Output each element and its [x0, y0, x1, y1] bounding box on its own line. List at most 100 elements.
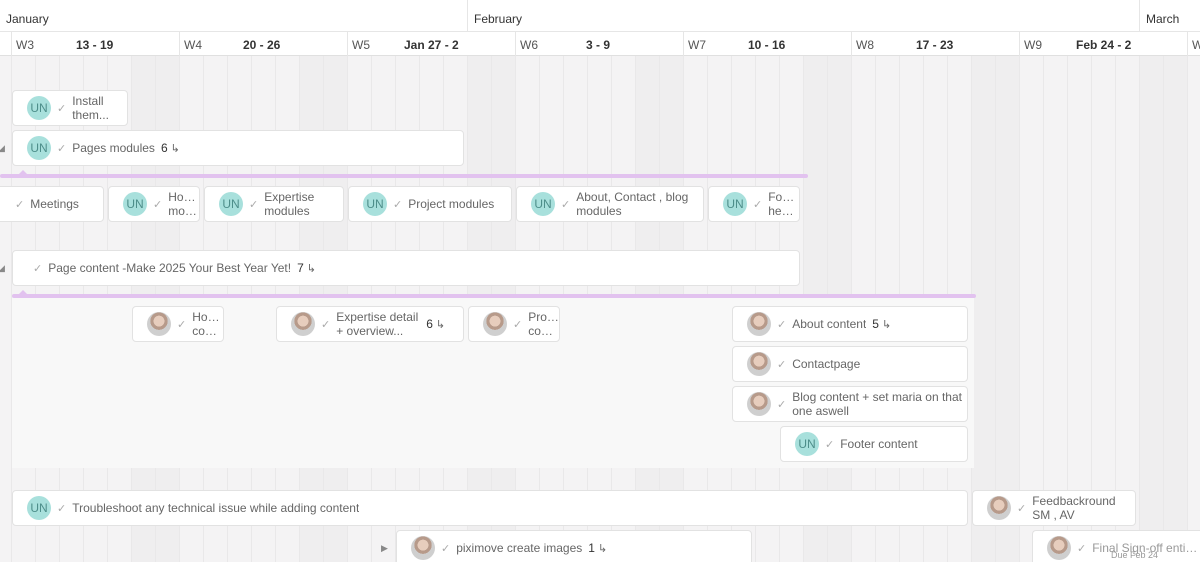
week-range: 17 - 23	[916, 38, 954, 52]
task-label: Install them...	[72, 94, 109, 122]
task-card-home-content[interactable]: ✓ Home content	[132, 306, 224, 342]
check-icon[interactable]: ✓	[1077, 542, 1087, 555]
group-range-marker	[17, 170, 29, 176]
month-header: January February March	[0, 0, 1200, 32]
avatar	[147, 312, 171, 336]
avatar: UN	[27, 496, 51, 520]
task-card-footer-content[interactable]: UN ✓ Footer content	[780, 426, 968, 462]
task-card-install[interactable]: UN ✓ Install them...	[12, 90, 128, 126]
week-range: 20 - 26	[243, 38, 281, 52]
week-range: 13 - 19	[76, 38, 114, 52]
task-card-blog-content[interactable]: ✓ Blog content + set maria on that one a…	[732, 386, 968, 422]
month-march: March	[1139, 0, 1179, 32]
task-card-meetings[interactable]: ✓ Meetings	[0, 186, 104, 222]
week-range: 3 - 9	[586, 38, 611, 52]
task-label: Footer content	[840, 437, 918, 451]
week-number: W8	[851, 32, 874, 56]
task-card-about-content[interactable]: ✓ About content 5 ↳	[732, 306, 968, 342]
check-icon[interactable]: ✓	[57, 102, 67, 115]
avatar	[1047, 536, 1071, 560]
week-range: 10 - 16	[748, 38, 786, 52]
task-label: Project modules	[408, 197, 495, 211]
check-icon[interactable]: ✓	[1017, 502, 1027, 515]
check-icon[interactable]: ✓	[393, 198, 403, 211]
avatar	[483, 312, 507, 336]
day-gridline	[1091, 56, 1092, 562]
task-card-home-modules[interactable]: UN ✓ Home modules	[108, 186, 200, 222]
task-label: About content	[792, 317, 867, 331]
check-icon[interactable]: ✓	[321, 318, 331, 331]
group-range-marker	[17, 290, 29, 296]
task-card-project-modules[interactable]: UN ✓ Project modules	[348, 186, 512, 222]
avatar	[291, 312, 315, 336]
day-gridline	[1019, 56, 1020, 562]
check-icon[interactable]: ✓	[777, 358, 787, 371]
task-card-project-content[interactable]: ✓ Project content	[468, 306, 560, 342]
task-card-pages-modules[interactable]: UN ✓ Pages modules 6 ↳	[12, 130, 464, 166]
avatar: UN	[795, 432, 819, 456]
avatar	[411, 536, 435, 560]
avatar: UN	[27, 96, 51, 120]
subtask-count: 6	[160, 141, 168, 155]
week-number: W5	[347, 32, 370, 56]
check-icon[interactable]: ✓	[825, 438, 835, 451]
day-gridline	[1163, 56, 1164, 562]
check-icon[interactable]: ✓	[15, 198, 25, 211]
subtasks-icon: ↳	[435, 318, 446, 331]
task-card-expertise-modules[interactable]: UN ✓ Expertise modules	[204, 186, 344, 222]
avatar	[747, 312, 771, 336]
task-card-troubleshoot[interactable]: UN ✓ Troubleshoot any technical issue wh…	[12, 490, 968, 526]
task-card-contact-page[interactable]: ✓ Contactpage	[732, 346, 968, 382]
week-number: W	[1187, 32, 1200, 56]
caret-icon[interactable]: ◢	[0, 143, 5, 153]
task-label: Footer header	[768, 190, 799, 218]
task-card-about-modules[interactable]: UN ✓ About, Contact , blog modules	[516, 186, 704, 222]
avatar	[747, 392, 771, 416]
check-icon[interactable]: ✓	[57, 142, 67, 155]
task-card-footer-modules[interactable]: UN ✓ Footer header	[708, 186, 800, 222]
week-number: W4	[179, 32, 202, 56]
subtask-count: 5	[872, 317, 879, 331]
month-january: January	[6, 12, 49, 26]
subtasks-icon: ↳	[597, 542, 608, 555]
task-label: Expertise modules	[264, 190, 315, 218]
day-gridline	[995, 56, 996, 562]
avatar: UN	[123, 192, 147, 216]
avatar	[747, 352, 771, 376]
avatar: UN	[723, 192, 747, 216]
task-label: Meetings	[30, 197, 79, 211]
day-gridline	[1187, 56, 1188, 562]
day-gridline	[1043, 56, 1044, 562]
check-icon[interactable]: ✓	[561, 198, 571, 211]
check-icon[interactable]: ✓	[777, 398, 787, 411]
day-gridline	[1115, 56, 1116, 562]
week-range: Jan 27 - 2	[404, 38, 459, 52]
check-icon[interactable]: ✓	[57, 502, 67, 515]
check-icon[interactable]: ✓	[177, 318, 187, 331]
check-icon[interactable]: ✓	[33, 262, 43, 275]
check-icon[interactable]: ✓	[777, 318, 787, 331]
subtask-count: 7	[297, 261, 304, 275]
subtasks-icon: ↳	[881, 318, 892, 331]
task-label: Troubleshoot any technical issue while a…	[72, 501, 360, 515]
task-label: About, Contact , blog modules	[576, 190, 689, 218]
group-range-bar	[12, 294, 976, 298]
subtasks-icon: ↳	[170, 142, 180, 155]
check-icon[interactable]: ✓	[249, 198, 259, 211]
check-icon[interactable]: ✓	[153, 198, 163, 211]
task-card-page-content[interactable]: ✓ Page content -Make 2025 Your Best Year…	[12, 250, 800, 286]
check-icon[interactable]: ✓	[513, 318, 523, 331]
task-card-expertise-detail[interactable]: ✓ Expertise detail + overview... 6 ↳	[276, 306, 464, 342]
subtask-count: 6	[426, 317, 433, 331]
week-number: W3	[11, 32, 34, 56]
task-label: Feedbackround SM , AV	[1032, 494, 1116, 522]
task-card-signoff[interactable]: ✓ Final Sign-off entire ...	[1032, 530, 1200, 562]
caret-icon[interactable]: ◢	[0, 263, 5, 273]
day-gridline	[11, 56, 12, 562]
task-card-piximove[interactable]: ✓ piximove create images 1 ↳	[396, 530, 752, 562]
avatar	[987, 496, 1011, 520]
caret-icon[interactable]: ▶	[381, 543, 388, 553]
check-icon[interactable]: ✓	[753, 198, 763, 211]
task-card-feedback[interactable]: ✓ Feedbackround SM , AV	[972, 490, 1136, 526]
check-icon[interactable]: ✓	[441, 542, 451, 555]
